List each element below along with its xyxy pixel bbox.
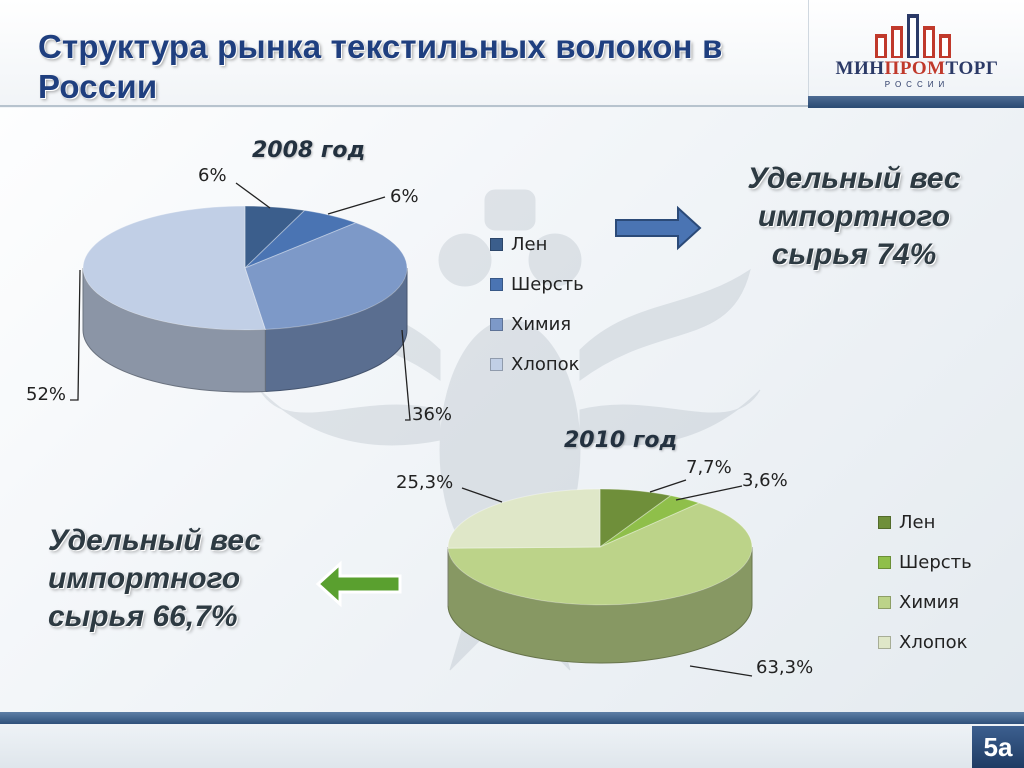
arrow-right-icon [615, 205, 702, 251]
leader-2010-khlopok [461, 487, 503, 503]
chart-2010-title: 2010 год [564, 428, 678, 453]
pie-slice-khlopok [447, 488, 601, 549]
pie-slice-len [599, 488, 672, 548]
legend-label-sherst: Шерсть [899, 551, 972, 573]
legend-item: Химия [490, 304, 584, 344]
legend-item: Шерсть [878, 542, 972, 582]
legend-item: Лен [878, 502, 972, 542]
pie-slice-khimiya [244, 222, 408, 331]
chart-2008-label-khlopok: 52% [26, 384, 67, 405]
pie-slice-len [244, 205, 306, 270]
chart-2008-title: 2008 год [252, 138, 366, 163]
legend-item: Шерсть [490, 264, 584, 304]
legend-label-khlopok: Хлопок [899, 631, 968, 653]
chart-2010-label-khlopok: 25,3% [396, 472, 454, 493]
minpromtorg-logo: МИНПРОМТОРГ РОССИИ [808, 0, 1024, 108]
footer-band [0, 712, 1024, 724]
legend-swatch-len [878, 515, 891, 529]
chart-2008-label-len: 6% [198, 165, 227, 186]
legend-swatch-len [490, 237, 503, 251]
legend-swatch-sherst [490, 277, 503, 291]
legend-swatch-sherst [878, 555, 891, 569]
leader-2008-sherst [327, 196, 386, 215]
chart-2010-label-sherst: 3,6% [742, 470, 788, 491]
legend-swatch-khlopok [490, 357, 503, 371]
footer-strip [0, 724, 1024, 768]
pie-slice-sherst [244, 209, 358, 269]
leader-2010-sherst [675, 485, 743, 501]
chart-2010-label-len: 7,7% [686, 457, 732, 478]
legend-swatch-khlopok [878, 635, 891, 649]
legend-label-khlopok: Хлопок [511, 353, 580, 375]
pie-slice-khimiya [447, 502, 753, 606]
legend-label-len: Лен [511, 233, 548, 255]
legend-label-khimiya: Химия [899, 591, 960, 613]
callout-import-share-2008: Удельный вес импортного сырья 74% [747, 162, 961, 271]
leader-2010-len [649, 479, 687, 493]
logo-building-icon [875, 14, 951, 58]
callout-import-share-2010: Удельный вес импортного сырья 66,7% [48, 524, 262, 633]
legend-item: Лен [490, 224, 584, 264]
leader-2008-len [235, 182, 271, 209]
chart-2010-legend: Лен Шерсть Химия Хлопок [878, 502, 972, 662]
header-divider [0, 105, 808, 107]
logo-wordmark: МИНПРОМТОРГ [835, 58, 999, 79]
pie-slice-khlopok [82, 205, 266, 331]
arrow-left-icon [315, 560, 402, 608]
legend-swatch-khimiya [878, 595, 891, 609]
legend-item: Хлопок [878, 622, 972, 662]
pie-slice-sherst [599, 495, 701, 548]
logo-underline [808, 96, 1024, 108]
leader-2008-khlopok [70, 269, 81, 401]
slide-title: Структура рынка текстильных волокон в Ро… [38, 28, 723, 105]
legend-label-sherst: Шерсть [511, 273, 584, 295]
legend-label-khimiya: Химия [511, 313, 572, 335]
chart-2010-label-khimiya: 63,3% [756, 657, 814, 678]
chart-2008-label-sherst: 6% [390, 186, 419, 207]
leader-2010-khimiya [689, 665, 753, 677]
chart-2008-legend: Лен Шерсть Химия Хлопок [490, 224, 584, 384]
legend-swatch-khimiya [490, 317, 503, 331]
chart-2008-label-khimiya: 36% [412, 404, 453, 425]
page-number: 5а [972, 726, 1024, 768]
legend-item: Химия [878, 582, 972, 622]
legend-item: Хлопок [490, 344, 584, 384]
legend-label-len: Лен [899, 511, 936, 533]
leader-2008-khimiya [401, 329, 411, 421]
logo-subtitle: РОССИИ [884, 80, 950, 89]
